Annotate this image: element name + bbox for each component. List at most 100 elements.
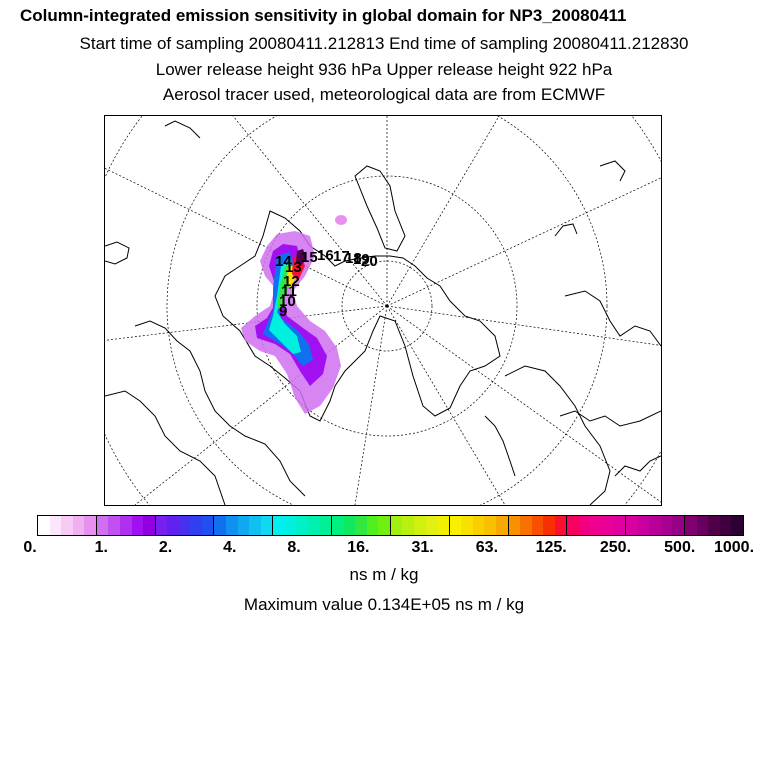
colorbar <box>37 515 744 536</box>
colorbar-cell <box>61 516 73 535</box>
colorbar-tick-label: 8. <box>287 539 301 556</box>
lat-circle-80 <box>341 260 433 352</box>
colorbar-cell <box>696 516 709 535</box>
colorbar-unit: ns m / kg <box>349 565 419 584</box>
latitude-circles <box>105 116 661 505</box>
colorbar-cell <box>378 516 391 535</box>
track-labels: 15 16 17 18 19 20 14 13 12 11 10 9 <box>275 247 378 320</box>
colorbar-cell <box>108 516 120 535</box>
colorbar-tick-label: 2. <box>158 539 173 556</box>
release-height-line: Lower release height 936 hPa Upper relea… <box>155 60 613 79</box>
colorbar-cell <box>84 516 97 535</box>
track-label: 10 <box>279 293 296 310</box>
colorbar-cell <box>402 516 414 535</box>
colorbar-cell <box>249 516 261 535</box>
track-label: 12 <box>283 273 300 290</box>
colorbar-cell <box>508 516 521 535</box>
colorbar-cell <box>461 516 473 535</box>
colorbar-cell <box>578 516 591 535</box>
colorbar-cell <box>366 516 379 535</box>
lat-circle-50 <box>105 116 661 505</box>
colorbar-cell <box>284 516 297 535</box>
colorbar-cell <box>167 516 179 535</box>
track-label: 9 <box>279 303 287 320</box>
colorbar-tick-label: 0. <box>23 539 37 556</box>
colorbar-tick-label: 500. <box>664 539 696 556</box>
tracer-info-line: Aerosol tracer used, meteorological data… <box>162 85 606 104</box>
colorbar-ticks: 0. 1. 2. 4. 8. 16. 31. 63. 125. 250. 500. 1000. <box>0 539 768 559</box>
colorbar-cell <box>708 516 720 535</box>
colorbar-cell <box>296 516 308 535</box>
plume-small-patch <box>335 215 347 225</box>
track-label: 18 <box>345 250 362 267</box>
colorbar-cell <box>214 516 226 535</box>
colorbar-cell <box>660 516 673 535</box>
colorbar-tick-label: 125. <box>535 539 567 556</box>
colorbar-cell <box>307 516 320 535</box>
colorbar-cell <box>178 516 191 535</box>
plume-dark <box>296 249 306 266</box>
colorbar-tick-label: 4. <box>223 539 237 556</box>
track-label: 16 <box>317 247 334 264</box>
colorbar-cell <box>437 516 450 535</box>
colorbar-cell <box>38 516 50 535</box>
colorbar-cell <box>260 516 274 535</box>
maximum-value: Maximum value 0.134E+05 ns m / kg <box>243 595 525 614</box>
colorbar-cell <box>155 516 168 535</box>
track-label: 11 <box>281 283 297 300</box>
colorbar-cell <box>602 516 614 535</box>
colorbar-cell <box>96 516 109 535</box>
colorbar-cell <box>649 516 661 535</box>
colorbar-cell <box>719 516 732 535</box>
colorbar-cell <box>131 516 144 535</box>
colorbar-tick-label: 250. <box>599 539 632 556</box>
colorbar-cell <box>449 516 462 535</box>
sampling-time-line: Start time of sampling 20080411.212813 E… <box>79 34 689 53</box>
colorbar-cell <box>226 516 238 535</box>
colorbar-cell <box>143 516 156 535</box>
coastlines <box>105 120 661 505</box>
colorbar-cell <box>355 516 367 535</box>
plume-cyan <box>269 261 301 354</box>
colorbar-cell <box>637 516 650 535</box>
colorbar-cell <box>190 516 202 535</box>
track-label: 19 <box>353 251 370 268</box>
colorbar-cell <box>201 516 215 535</box>
sensitivity-plume <box>241 215 347 414</box>
colorbar-tick-label: 16. <box>347 539 370 556</box>
colorbar-cell <box>332 516 344 535</box>
colorbar-cell <box>343 516 356 535</box>
colorbar-cell <box>414 516 426 535</box>
plot-title: Column-integrated emission sensitivity i… <box>20 6 627 25</box>
colorbar-cell <box>319 516 333 535</box>
colorbar-tick-label: 1. <box>94 539 108 556</box>
track-label: 14 <box>275 253 292 270</box>
colorbar-cell <box>425 516 438 535</box>
colorbar-cell <box>731 516 743 535</box>
colorbar-cell <box>237 516 250 535</box>
lat-circle-60 <box>166 116 608 505</box>
colorbar-cell <box>672 516 685 535</box>
colorbar-cell <box>554 516 568 535</box>
colorbar-cell <box>626 516 638 535</box>
colorbar-tick-label: 63. <box>475 539 499 556</box>
emission-sensitivity-map: 15 16 17 18 19 20 14 13 12 11 10 9 <box>104 115 662 506</box>
colorbar-cell <box>613 516 627 535</box>
colorbar-cell <box>49 516 62 535</box>
colorbar-tick-label: 31. <box>411 539 434 556</box>
track-label: 15 <box>301 249 318 266</box>
colorbar-cell <box>567 516 579 535</box>
colorbar-tick-label: 1000. <box>713 539 755 556</box>
plume-blue <box>263 252 313 366</box>
track-label: 17 <box>333 248 350 265</box>
colorbar-cell <box>531 516 544 535</box>
colorbar-cell <box>495 516 509 535</box>
track-label: 13 <box>285 259 302 276</box>
track-label: 20 <box>361 253 378 270</box>
colorbar-cell <box>543 516 555 535</box>
colorbar-cell <box>72 516 85 535</box>
colorbar-cell <box>684 516 697 535</box>
meridians <box>105 116 661 505</box>
colorbar-cell <box>273 516 285 535</box>
colorbar-cell <box>590 516 602 535</box>
